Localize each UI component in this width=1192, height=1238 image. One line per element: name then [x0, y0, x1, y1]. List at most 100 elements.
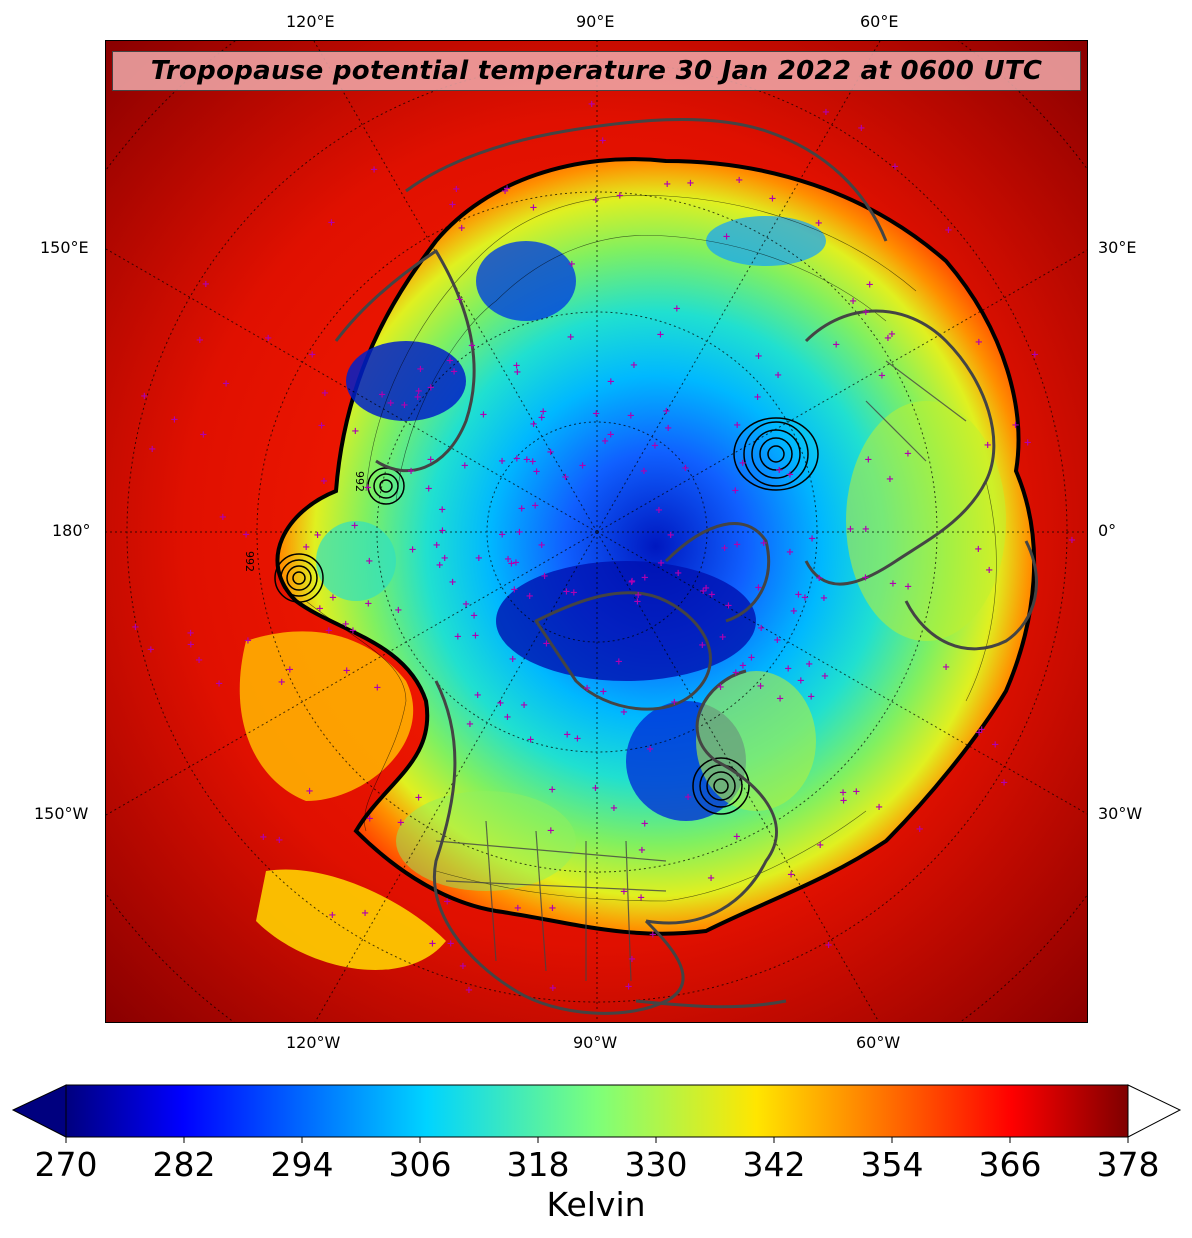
- station-marker: +: [640, 818, 648, 829]
- north-america-east-coast: [645, 669, 778, 925]
- station-marker: +: [852, 786, 860, 797]
- station-marker: +: [286, 665, 294, 676]
- station-marker: +: [504, 554, 512, 565]
- left-label-1: 150°E: [40, 238, 89, 257]
- station-marker: +: [378, 390, 386, 401]
- station-marker: +: [470, 610, 478, 621]
- station-marker: +: [724, 600, 732, 611]
- station-marker: +: [518, 503, 526, 514]
- greenland: [664, 522, 771, 623]
- station-marker: +: [747, 653, 755, 664]
- station-marker: +: [627, 577, 635, 588]
- station-marker: +: [416, 364, 424, 375]
- station-marker: +: [739, 661, 747, 672]
- station-marker: +: [242, 529, 250, 540]
- colorbar-tick-label-1: 282: [152, 1145, 216, 1184]
- colorbar-extend-max: [1127, 1084, 1182, 1138]
- station-marker: +: [657, 558, 665, 569]
- station-marker: +: [646, 744, 654, 755]
- station-marker: +: [754, 583, 762, 594]
- station-marker: +: [640, 466, 648, 477]
- station-marker: +: [471, 631, 479, 642]
- station-marker: +: [259, 832, 267, 843]
- station-marker: +: [663, 179, 671, 190]
- station-marker: +: [599, 686, 607, 697]
- station-marker: +: [547, 826, 555, 837]
- station-marker: +: [733, 540, 741, 551]
- station-marker: +: [529, 456, 537, 467]
- station-marker: +: [786, 469, 794, 480]
- station-marker: +: [532, 467, 540, 478]
- top-label-1: 120°E: [286, 12, 335, 31]
- colorbar-tick-label-7: 354: [860, 1145, 924, 1184]
- low-pacific: [274, 553, 324, 603]
- station-marker: +: [446, 939, 454, 950]
- station-marker: +: [674, 568, 682, 579]
- station-marker: +: [425, 483, 433, 494]
- station-marker: +: [394, 605, 402, 616]
- station-marker: +: [592, 409, 600, 420]
- station-marker: +: [884, 333, 892, 344]
- north-africa: [904, 540, 1038, 651]
- station-marker: +: [816, 840, 824, 851]
- station-marker: +: [563, 729, 571, 740]
- station-marker: +: [839, 788, 847, 799]
- station-marker: +: [977, 724, 985, 735]
- station-marker: +: [448, 577, 456, 588]
- station-marker: +: [448, 199, 456, 210]
- station-marker: +: [529, 419, 537, 430]
- colorbar-tick-label-8: 366: [978, 1145, 1042, 1184]
- station-marker: +: [407, 466, 415, 477]
- station-marker: +: [864, 455, 872, 466]
- bottom-label-2: 90°W: [573, 1033, 618, 1052]
- station-marker: +: [627, 410, 635, 421]
- station-marker: +: [351, 426, 359, 437]
- station-marker: +: [566, 332, 574, 343]
- station-marker: +: [513, 453, 521, 464]
- station-marker: +: [361, 908, 369, 919]
- station-marker: +: [991, 739, 999, 750]
- station-marker: +: [773, 635, 781, 646]
- colorbar-graphic: [11, 1084, 1182, 1143]
- station-marker: +: [944, 225, 952, 236]
- station-marker: +: [754, 351, 762, 362]
- colorbar-tick-label-3: 306: [388, 1145, 452, 1184]
- station-marker: +: [857, 123, 865, 134]
- colorbar-extend-min: [11, 1084, 67, 1138]
- station-marker: +: [320, 476, 328, 487]
- station-marker: +: [719, 632, 727, 643]
- station-marker: +: [264, 333, 272, 344]
- station-marker: +: [664, 423, 672, 434]
- station-marker: +: [891, 161, 899, 172]
- station-marker: +: [549, 983, 557, 994]
- station-marker: +: [561, 472, 569, 483]
- station-marker: +: [707, 873, 715, 884]
- asia-north-coast: [405, 117, 888, 242]
- coastlines: [334, 117, 1038, 1015]
- station-marker: +: [414, 386, 422, 397]
- station-marker: +: [343, 665, 351, 676]
- station-marker: +: [681, 463, 689, 474]
- station-marker: +: [787, 870, 795, 881]
- station-marker: +: [503, 184, 511, 195]
- station-marker: +: [735, 175, 743, 186]
- station-marker: +: [275, 835, 283, 846]
- station-marker: +: [513, 367, 521, 378]
- station-marker: +: [983, 440, 991, 451]
- contour-labels: 992 992: [243, 471, 366, 572]
- caribbean: [635, 999, 787, 1009]
- station-marker: +: [985, 565, 993, 576]
- right-label-2: 0°: [1098, 521, 1117, 540]
- station-marker: +: [630, 360, 638, 371]
- station-marker: +: [1031, 350, 1039, 361]
- station-marker: +: [568, 259, 576, 270]
- station-marker: +: [514, 903, 522, 914]
- station-marker: +: [131, 622, 139, 633]
- station-marker: +: [849, 296, 857, 307]
- theta-contours: [305, 195, 997, 902]
- station-marker: +: [731, 486, 739, 497]
- surface-lows: [274, 417, 819, 815]
- station-marker: +: [187, 640, 195, 651]
- station-marker: +: [364, 482, 372, 493]
- station-marker: +: [846, 524, 854, 535]
